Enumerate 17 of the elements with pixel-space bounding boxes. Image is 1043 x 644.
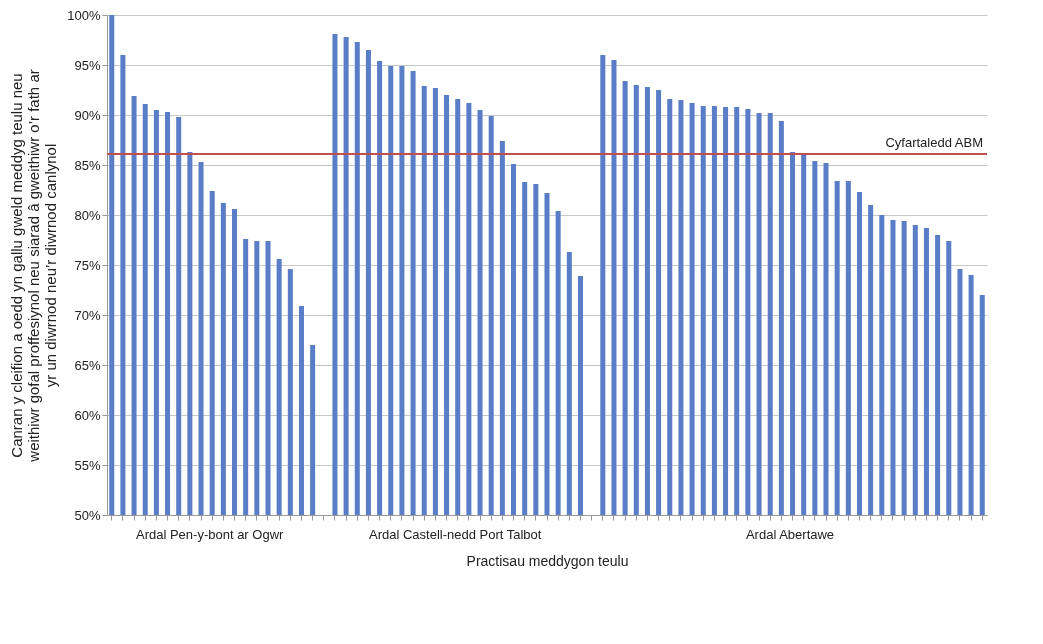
- y-tick-label: 85%: [74, 157, 101, 173]
- y-tick-label: 90%: [74, 107, 101, 123]
- y-tick-label: 50%: [74, 507, 101, 523]
- y-tick-label: 100%: [67, 7, 101, 23]
- series-label: Ardal Pen-y-bont ar Ogwr: [135, 527, 285, 542]
- y-tick-label: 60%: [74, 407, 101, 423]
- x-axis-title: Practisau meddygon teulu: [466, 553, 629, 569]
- y-tick-label: 95%: [74, 57, 101, 73]
- series-label: Ardal Castell-nedd Port Talbot: [368, 527, 542, 542]
- y-tick-label: 75%: [74, 257, 101, 273]
- series-label: Ardal Abertawe: [745, 527, 835, 542]
- y-tick-label: 55%: [74, 457, 101, 473]
- ref-line-label: Cyfartaledd ABM: [885, 135, 983, 150]
- y-tick-label: 70%: [74, 307, 101, 323]
- y-axis-title: Canran y cleifion a oedd yn gallu gweld meddyg teulu neu weithiwr gofal proffesiynol neu siarad â gweithiwr o’r fath ar yr un diwrnod neu’r diwrnod canlynol: [8, 69, 60, 463]
- y-tick-label: 80%: [74, 207, 101, 223]
- y-tick-label: 65%: [74, 357, 101, 373]
